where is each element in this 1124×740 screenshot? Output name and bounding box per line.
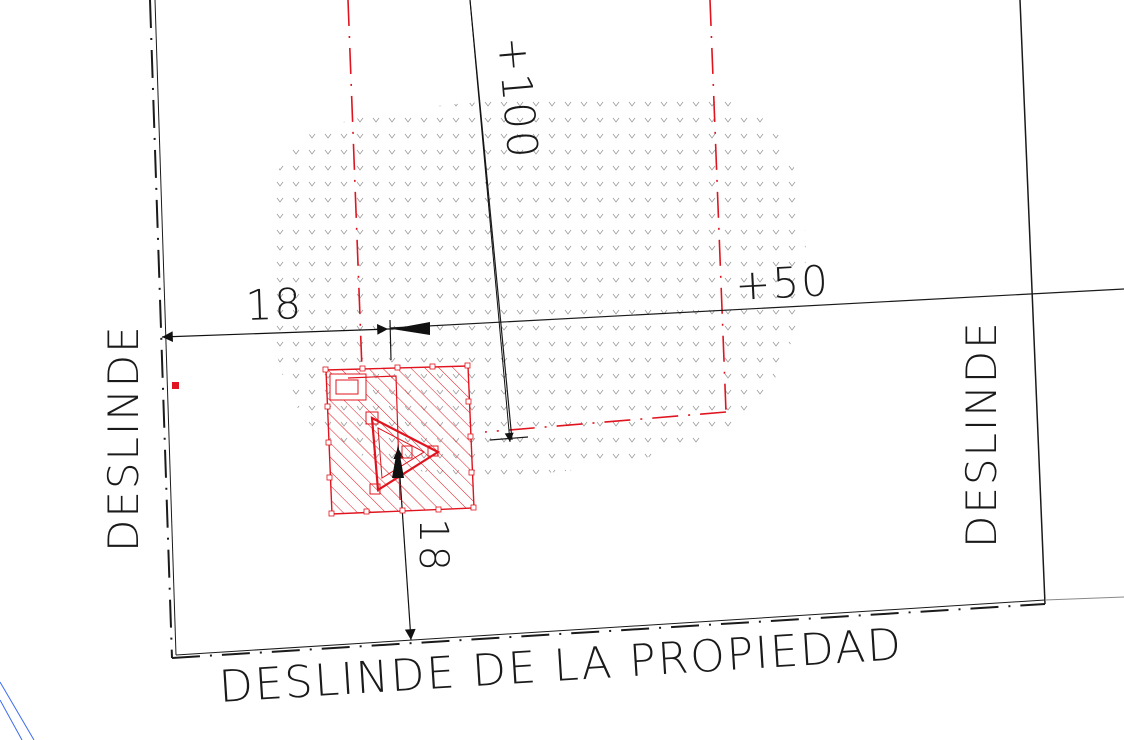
north-indicator-arrow	[392, 444, 404, 478]
bottom-offset-label: 18	[410, 518, 456, 573]
blue-fragment	[0, 681, 35, 740]
dimension-arrows	[161, 0, 514, 641]
left-offset-label: 18	[245, 279, 304, 330]
hatched-planter-red	[172, 362, 477, 517]
level-right-label: +50	[734, 256, 831, 310]
right-boundary-label: DESLINDE	[957, 320, 1006, 548]
left-boundary-label: DESLINDE	[99, 324, 148, 552]
building-outline-red	[347, 0, 727, 433]
property-boundary	[149, 0, 1124, 659]
left-offset-dimension-line	[161, 323, 389, 343]
level-top-label: +100	[488, 35, 548, 162]
level-top-arrow	[469, 0, 514, 443]
